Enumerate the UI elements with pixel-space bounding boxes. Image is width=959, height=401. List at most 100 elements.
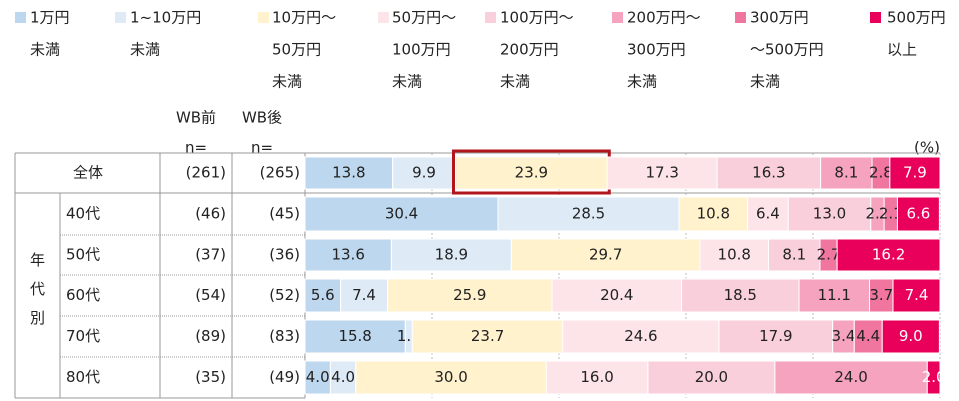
- value-label: 20.4: [600, 286, 633, 304]
- bar-segment: [551, 278, 683, 313]
- value-label: 11.1: [818, 286, 851, 304]
- row-label: 全体: [73, 164, 103, 182]
- bar-segment: [562, 319, 720, 354]
- n-before: (89): [195, 327, 226, 345]
- bar-segment: [699, 238, 770, 272]
- value-label: 6.6: [906, 205, 930, 223]
- value-label: 16.3: [752, 164, 785, 182]
- value-label: 3.4: [832, 327, 856, 345]
- value-label: 13.8: [332, 164, 365, 182]
- bar-segment: [774, 360, 928, 395]
- legend-label: 300万円: [627, 41, 686, 59]
- value-label: 13.0: [813, 205, 846, 223]
- value-label: 2.1: [866, 205, 890, 223]
- legend-label: 未満: [30, 41, 60, 59]
- bar-segment: [787, 196, 872, 232]
- n-after: (83): [269, 327, 300, 345]
- bar-segment: [881, 319, 940, 354]
- n-before: (46): [195, 205, 226, 223]
- legend-label: 未満: [750, 73, 780, 91]
- row-label: 60代: [66, 286, 100, 304]
- unit-label: (%): [914, 139, 940, 157]
- value-label: 15.8: [338, 327, 371, 345]
- value-label: 24.6: [624, 327, 657, 345]
- n-before: (54): [195, 286, 226, 304]
- value-label: 10.8: [697, 205, 730, 223]
- legend-label: 1~10万円: [130, 9, 201, 27]
- value-label: 28.5: [572, 205, 605, 223]
- value-label: 7.9: [903, 164, 927, 182]
- bar-segment: [896, 196, 940, 232]
- bar-segment: [355, 360, 547, 395]
- value-label: 17.9: [759, 327, 792, 345]
- bar-segment: [853, 319, 883, 354]
- bar-segment: [798, 278, 871, 313]
- legend-label: 未満: [627, 73, 657, 91]
- n-after: (45): [269, 205, 300, 223]
- legend-label: 1万円: [30, 9, 70, 27]
- bar-segment: [387, 278, 553, 313]
- value-label: 24.0: [834, 368, 867, 386]
- value-label: 17.3: [645, 164, 678, 182]
- legend-swatch: [115, 12, 126, 23]
- value-label: 2.0: [922, 368, 946, 386]
- legend-label: 未満: [130, 41, 160, 59]
- bar-segment: [926, 360, 941, 395]
- value-label: 20.0: [695, 368, 728, 386]
- column-header: WB後: [242, 109, 282, 127]
- n-before: (261): [186, 164, 226, 182]
- bar-segment: [454, 156, 608, 190]
- bar-segment: [390, 238, 512, 272]
- legend-label: ～500万円: [750, 41, 824, 59]
- bar-segment: [497, 196, 680, 232]
- n-before: (37): [195, 246, 226, 264]
- legend-label: 200万円～: [627, 9, 701, 27]
- bar-segment: [304, 238, 392, 272]
- bar-segment: [340, 278, 389, 313]
- value-label: 13.6: [331, 246, 364, 264]
- value-label: 30.4: [385, 205, 418, 223]
- column-header: n=: [251, 139, 273, 157]
- value-label: 4.4: [856, 327, 880, 345]
- n-before: (35): [195, 368, 226, 386]
- value-label: 2.8: [869, 164, 893, 182]
- legend-swatch: [870, 12, 881, 23]
- row-label: 70代: [66, 327, 100, 345]
- n-after: (36): [269, 246, 300, 264]
- value-label: 4.0: [331, 368, 355, 386]
- bar-segment: [304, 196, 499, 232]
- bar-segment: [392, 156, 456, 190]
- value-label: 23.9: [515, 164, 548, 182]
- bar-segment: [545, 360, 649, 395]
- bar-segment: [747, 196, 789, 232]
- bar-segment: [889, 156, 941, 190]
- legend-label: 100万円: [392, 41, 451, 59]
- value-label: 23.7: [471, 327, 504, 345]
- legend-label: 300万円: [750, 9, 809, 27]
- bar-segment: [836, 238, 941, 272]
- bar-segment: [716, 156, 822, 190]
- value-label: 16.2: [872, 246, 905, 264]
- bar-segment: [304, 156, 394, 190]
- value-label: 2.1: [879, 205, 903, 223]
- bar-segment: [606, 156, 718, 190]
- legend-label: 未満: [392, 73, 422, 91]
- value-label: 6.4: [756, 205, 780, 223]
- bar-segment: [304, 278, 342, 313]
- row-label: 80代: [66, 368, 100, 386]
- legend-swatch: [378, 12, 389, 23]
- n-after: (52): [269, 286, 300, 304]
- value-label: 18.5: [724, 286, 757, 304]
- legend-label: 200万円: [500, 41, 559, 59]
- value-label: 5.6: [311, 286, 335, 304]
- value-label: 8.1: [834, 164, 858, 182]
- bar-segment: [678, 196, 749, 232]
- legend-label: 50万円: [272, 41, 321, 59]
- legend-swatch: [735, 12, 746, 23]
- legend-label: 50万円～: [392, 9, 456, 27]
- bar-segment: [411, 319, 564, 354]
- legend-label: 10万円～: [272, 9, 336, 27]
- value-label: 30.0: [434, 368, 467, 386]
- legend-swatch: [258, 12, 269, 23]
